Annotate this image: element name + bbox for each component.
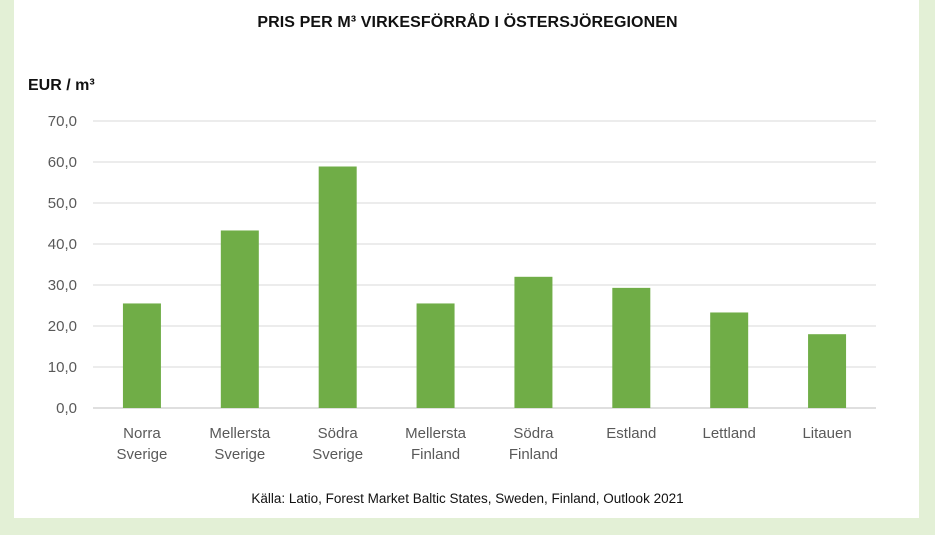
- bar: [710, 312, 749, 408]
- chart-title: PRIS PER M³ VIRKESFÖRRÅD I ÖSTERSJÖREGIO…: [257, 14, 678, 31]
- bar: [416, 303, 455, 408]
- y-axis-label: EUR / m³: [28, 77, 95, 94]
- bar: [514, 276, 553, 408]
- x-category-labels: Norra Sverige Mellersta Sverige Södra Sverige…: [117, 425, 852, 463]
- x-category-label: Finland: [411, 446, 460, 463]
- bars: [122, 166, 847, 408]
- x-category-label: Finland: [509, 446, 558, 463]
- gridlines: [93, 120, 876, 409]
- y-tick-label: 0,0: [56, 400, 77, 417]
- bar: [122, 303, 161, 408]
- x-category-label: Sverige: [214, 446, 265, 463]
- y-tick-label: 30,0: [48, 277, 77, 294]
- y-tick-label: 10,0: [48, 359, 77, 376]
- x-category-label: Södra: [513, 425, 554, 442]
- y-tick-label: 50,0: [48, 195, 77, 212]
- x-category-label: Sverige: [312, 446, 363, 463]
- y-tick-label: 20,0: [48, 318, 77, 335]
- chart-panel: [14, 0, 919, 518]
- source-note: Källa: Latio, Forest Market Baltic State…: [251, 491, 684, 506]
- x-category-label: Norra: [123, 425, 161, 442]
- x-category-label: Mellersta: [405, 425, 467, 442]
- y-tick-label: 70,0: [48, 113, 77, 130]
- bar: [612, 287, 651, 408]
- x-category-label: Litauen: [802, 425, 851, 442]
- x-category-label: Mellersta: [209, 425, 271, 442]
- x-category-label: Södra: [318, 425, 359, 442]
- y-tick-label: 60,0: [48, 154, 77, 171]
- bar: [318, 166, 357, 408]
- x-category-label: Lettland: [702, 425, 755, 442]
- y-tick-label: 40,0: [48, 236, 77, 253]
- bar: [220, 230, 259, 408]
- x-category-label: Estland: [606, 425, 656, 442]
- bar: [808, 334, 847, 408]
- x-category-label: Sverige: [117, 446, 168, 463]
- y-tick-labels: 0,0 10,0 20,0 30,0 40,0 50,0 60,0 70,0: [48, 113, 77, 417]
